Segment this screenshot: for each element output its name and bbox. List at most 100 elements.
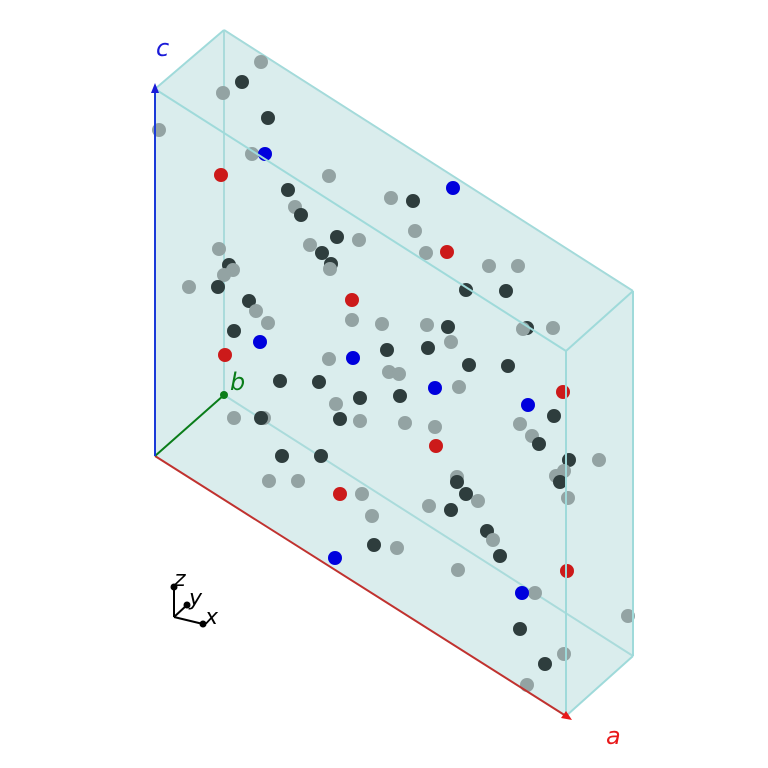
atom-dark	[235, 75, 249, 89]
atom-light	[212, 242, 226, 256]
atom-light	[254, 55, 268, 69]
atom-light	[365, 509, 379, 523]
atom-light	[182, 280, 196, 294]
atom-light	[561, 491, 575, 505]
atom-light	[216, 86, 230, 100]
atom-light	[408, 224, 422, 238]
atom-light	[428, 420, 442, 434]
atom-red	[345, 293, 359, 307]
cell-edge-top-right	[565, 290, 634, 352]
axis-b-label: b	[230, 368, 245, 396]
orientation-triad: z y x	[170, 567, 219, 630]
atom-light	[227, 411, 241, 425]
atom-light	[513, 417, 527, 431]
atom-red	[556, 385, 570, 399]
atom-light	[444, 335, 458, 349]
atom-red	[333, 487, 347, 501]
triad-x-axis	[173, 616, 204, 625]
atom-light	[420, 318, 434, 332]
atom-dark	[444, 503, 458, 517]
atom-dark	[406, 194, 420, 208]
atom-blue	[521, 398, 535, 412]
atom-dark	[499, 284, 513, 298]
atom-red	[214, 168, 228, 182]
atom-light	[546, 321, 560, 335]
atom-light	[419, 246, 433, 260]
axis-c-label: c	[156, 34, 169, 62]
triad-x-tip	[199, 620, 207, 628]
atom-dark	[393, 389, 407, 403]
atom-dark	[553, 475, 567, 489]
atom-dark	[353, 391, 367, 405]
atom-dark	[211, 280, 225, 294]
atom-red	[440, 245, 454, 259]
atom-light	[452, 380, 466, 394]
atom-dark	[441, 320, 455, 334]
atom-light	[345, 313, 359, 327]
triad-x-label: x	[204, 605, 219, 630]
axis-b-vector	[154, 394, 225, 457]
atom-blue	[253, 335, 267, 349]
atom-dark	[459, 283, 473, 297]
atom-light	[390, 541, 404, 555]
atom-dark	[380, 343, 394, 357]
axis-a-vector	[154, 455, 567, 717]
axis-b-arrowhead	[220, 391, 228, 399]
atom-light	[528, 586, 542, 600]
atom-dark	[281, 183, 295, 197]
atom-dark	[330, 230, 344, 244]
atom-dark	[333, 412, 347, 426]
atom-light	[303, 238, 317, 252]
atom-light	[291, 474, 305, 488]
atom-blue	[446, 181, 460, 195]
atom-light	[557, 647, 571, 661]
atom-dark	[367, 538, 381, 552]
atom-blue	[428, 381, 442, 395]
atom-blue	[328, 551, 342, 565]
atom-red	[218, 348, 232, 362]
atom-light	[375, 317, 389, 331]
atom-dark	[450, 475, 464, 489]
atom-dark	[315, 246, 329, 260]
atom-light	[352, 233, 366, 247]
atom-dark	[501, 359, 515, 373]
cell-edge-top-left	[154, 29, 225, 90]
atom-light	[520, 678, 534, 692]
atom-light	[323, 262, 337, 276]
atom-light	[322, 169, 336, 183]
atom-light	[621, 609, 635, 623]
atom-dark	[513, 622, 527, 636]
triad-z-label: z	[173, 567, 186, 592]
atom-light	[422, 499, 436, 513]
atom-dark	[314, 449, 328, 463]
atom-light	[245, 147, 259, 161]
atom-light	[261, 316, 275, 330]
atom-blue	[515, 586, 529, 600]
atom-dark	[273, 374, 287, 388]
atom-light	[329, 397, 343, 411]
atom-light	[392, 367, 406, 381]
atom-dark	[532, 437, 546, 451]
axis-a-arrowhead	[561, 711, 572, 720]
atom-dark	[493, 549, 507, 563]
atom-dark	[294, 208, 308, 222]
atom-dark	[312, 375, 326, 389]
atom-light	[398, 416, 412, 430]
atom-light	[451, 563, 465, 577]
atom-light	[355, 487, 369, 501]
atom-dark	[254, 411, 268, 425]
atom-dark	[275, 449, 289, 463]
cell-edge-bottom-right	[565, 655, 634, 717]
atom-dark	[459, 487, 473, 501]
atom-dark	[421, 341, 435, 355]
atom-light	[353, 414, 367, 428]
atom-dark	[547, 409, 561, 423]
atom-light	[262, 474, 276, 488]
triad-y-tip	[183, 601, 191, 609]
atom-light	[384, 191, 398, 205]
atom-dark	[462, 358, 476, 372]
atom-blue	[346, 351, 360, 365]
atom-dark	[227, 324, 241, 338]
axis-a-label: a	[606, 722, 621, 750]
atom-light	[482, 259, 496, 273]
